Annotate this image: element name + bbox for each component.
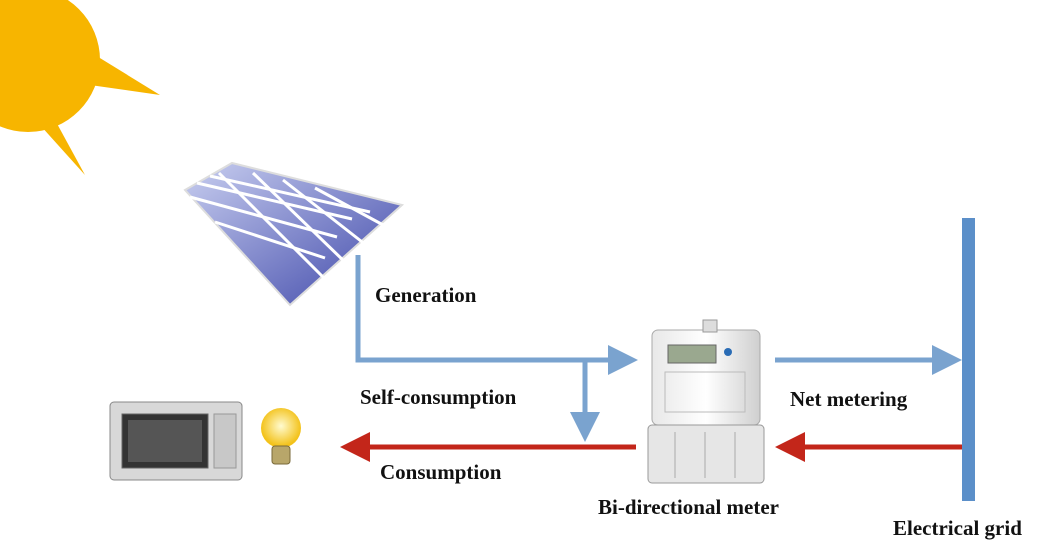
sun xyxy=(0,0,160,175)
label: Net metering xyxy=(790,387,908,411)
label: Bi-directional meter xyxy=(598,495,779,519)
diagram: Generation Self-consumption Consumption … xyxy=(0,0,1059,542)
meter xyxy=(648,320,764,483)
bulb xyxy=(261,408,301,464)
label: Consumption xyxy=(380,460,502,484)
microwave xyxy=(110,402,242,480)
label: Self-consumption xyxy=(360,385,517,409)
solar-panel xyxy=(185,163,402,305)
grid-bar xyxy=(962,218,975,501)
label: Generation xyxy=(375,283,477,307)
label: Electrical grid xyxy=(893,516,1022,540)
